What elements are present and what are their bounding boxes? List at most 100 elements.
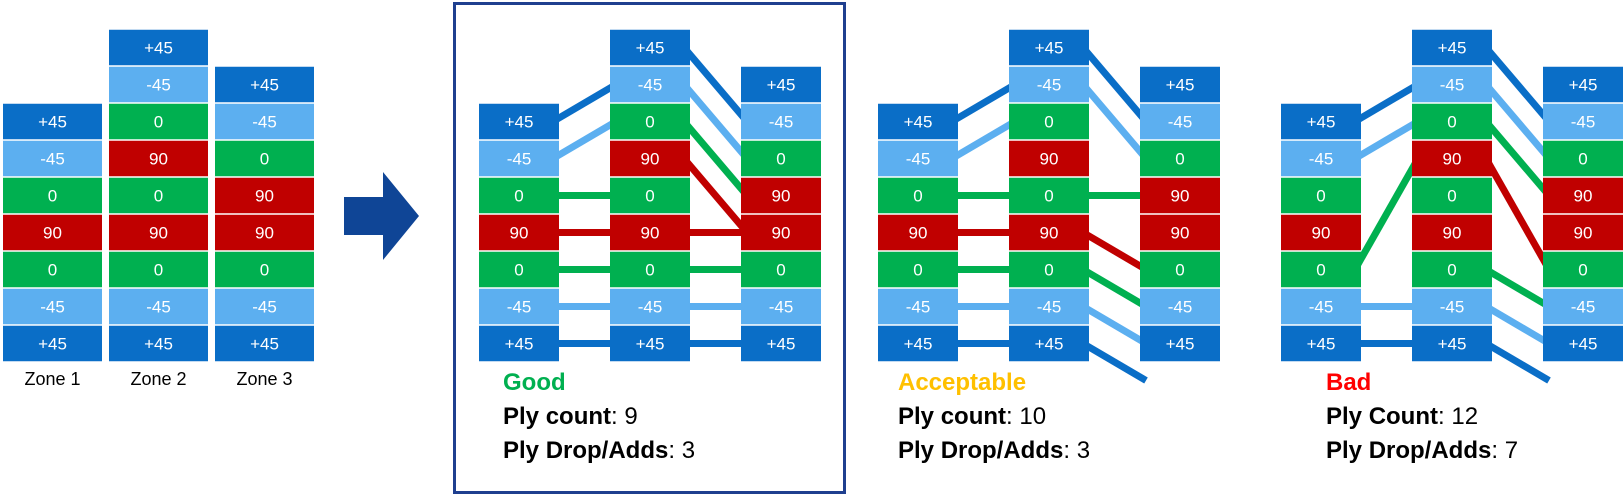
ply-angle-label: 90 — [1171, 187, 1190, 206]
ply-angle-label: 0 — [154, 261, 163, 280]
ply-cell: 90 — [1140, 214, 1220, 251]
ply-cell-fill — [878, 251, 958, 288]
ply-angle-label: +45 — [1438, 335, 1467, 354]
ply-cell-fill — [1281, 140, 1361, 177]
ply-cell: 0 — [1412, 103, 1492, 140]
ply-cell: -45 — [1543, 103, 1623, 140]
ply-cell-fill — [1140, 66, 1220, 103]
ply-cell-fill — [1412, 251, 1492, 288]
ply-cell: -45 — [1543, 288, 1623, 325]
rating-label: Good — [503, 369, 566, 396]
ply-angle-label: 90 — [641, 150, 660, 169]
ply-angle-label: +45 — [505, 335, 534, 354]
ply-angle-label: -45 — [146, 76, 171, 95]
ply-cell-fill — [1412, 140, 1492, 177]
ply-angle-label: +45 — [38, 113, 67, 132]
ply-cell-fill — [1140, 103, 1220, 140]
ply-link — [1081, 266, 1148, 310]
ply-cell-fill — [610, 66, 690, 103]
ply-cell-fill — [1009, 214, 1089, 251]
layup-options: +45 -45 0 90 0 -45 +45 +45 -45 0 90 0 90 0 -45 +45 +45 -4… — [479, 29, 1623, 384]
ply-cell-fill — [109, 288, 208, 325]
ply-cell: +45 — [741, 66, 821, 103]
caption-acceptable: Acceptable Ply count: 10 Ply Drop/Adds: … — [898, 366, 1090, 468]
ply-angle-label: 0 — [913, 261, 922, 280]
ply-cell: +45 — [1543, 66, 1623, 103]
zone-stack: +45 -45 0 90 90 0 -45 +45 — [1543, 66, 1623, 362]
ply-cell: +45 — [1009, 29, 1089, 66]
ply-angle-label: -45 — [638, 298, 663, 317]
ply-angle-label: +45 — [38, 335, 67, 354]
ply-cell-fill — [215, 140, 314, 177]
ply-cell: 90 — [215, 214, 314, 251]
ply-cell: 0 — [3, 177, 102, 214]
ply-cell-fill — [479, 214, 559, 251]
ply-cell-fill — [1009, 288, 1089, 325]
ply-cell: -45 — [479, 140, 559, 177]
ply-cell-fill — [1412, 66, 1492, 103]
ply-cell: -45 — [1009, 66, 1089, 103]
ply-cell: +45 — [215, 66, 314, 103]
ply-cell-fill — [1412, 29, 1492, 66]
ply-angle-label: 90 — [1443, 224, 1462, 243]
ply-cell: -45 — [1140, 103, 1220, 140]
ply-link — [1483, 82, 1552, 161]
ply-link — [1080, 82, 1149, 161]
ply-cell: +45 — [878, 325, 958, 362]
ply-cell: 0 — [878, 251, 958, 288]
zone-stack: +45 -45 0 90 0 90 0 -45 +45 — [1009, 29, 1089, 362]
ply-cell-fill — [1009, 103, 1089, 140]
ply-count-label: Ply count — [503, 403, 612, 430]
ply-cell: +45 — [741, 325, 821, 362]
ply-cell-fill — [215, 214, 314, 251]
ply-angle-label: -45 — [1309, 298, 1334, 317]
ply-cell: 0 — [1543, 251, 1623, 288]
ply-link — [551, 81, 618, 125]
ply-angle-label: 0 — [645, 187, 654, 206]
zone-stack: +45 -45 0 90 0 90 0 -45 +45 — [1412, 29, 1492, 362]
ply-angle-label: 90 — [1040, 224, 1059, 243]
ply-cell-fill — [1140, 177, 1220, 214]
ply-cell: 0 — [610, 103, 690, 140]
ply-cell: 90 — [3, 214, 102, 251]
ply-angle-label: +45 — [1438, 39, 1467, 58]
ply-angle-label: 90 — [149, 224, 168, 243]
ply-cell: 90 — [610, 140, 690, 177]
ply-cell: -45 — [878, 288, 958, 325]
ply-cell-fill — [479, 103, 559, 140]
ply-angle-label: 0 — [1175, 150, 1184, 169]
ply-cell-fill — [215, 103, 314, 140]
ply-drop-adds-value: 3 — [681, 437, 696, 464]
ply-cell-fill — [1009, 325, 1089, 362]
ply-angle-label: 0 — [1316, 261, 1325, 280]
caption-bad: Bad Ply Count: 12 Ply Drop/Adds: 7 — [1326, 366, 1518, 468]
ply-angle-label: +45 — [904, 113, 933, 132]
ply-angle-label: 90 — [1312, 224, 1331, 243]
ply-angle-label: 0 — [1175, 261, 1184, 280]
ply-angle-label: 0 — [260, 150, 269, 169]
ply-cell: -45 — [1412, 288, 1492, 325]
ply-drop-adds-value: 7 — [1504, 437, 1519, 464]
ply-angle-label: -45 — [252, 298, 277, 317]
ply-link — [681, 45, 750, 124]
ply-angle-label: 90 — [149, 150, 168, 169]
ply-angle-label: -45 — [1037, 76, 1062, 95]
ply-link — [1080, 45, 1149, 124]
rating-label: Acceptable — [898, 369, 1027, 396]
ply-cell: 0 — [741, 140, 821, 177]
ply-link — [1081, 229, 1148, 273]
ply-angle-label: 90 — [909, 224, 928, 243]
ply-cell-fill — [1281, 177, 1361, 214]
ply-cell: -45 — [109, 288, 208, 325]
ply-cell-fill — [1543, 140, 1623, 177]
ply-cell-fill — [1140, 214, 1220, 251]
ply-angle-label: +45 — [505, 113, 534, 132]
ply-continuity-lines — [950, 45, 1149, 384]
ply-angle-label: -45 — [507, 150, 532, 169]
ply-angle-label: 90 — [1574, 187, 1593, 206]
ply-cell: 0 — [1412, 177, 1492, 214]
ply-cell-fill — [3, 140, 102, 177]
ply-cell-fill — [109, 29, 208, 66]
ply-angle-label: 0 — [1447, 261, 1456, 280]
ply-cell-fill — [1412, 103, 1492, 140]
